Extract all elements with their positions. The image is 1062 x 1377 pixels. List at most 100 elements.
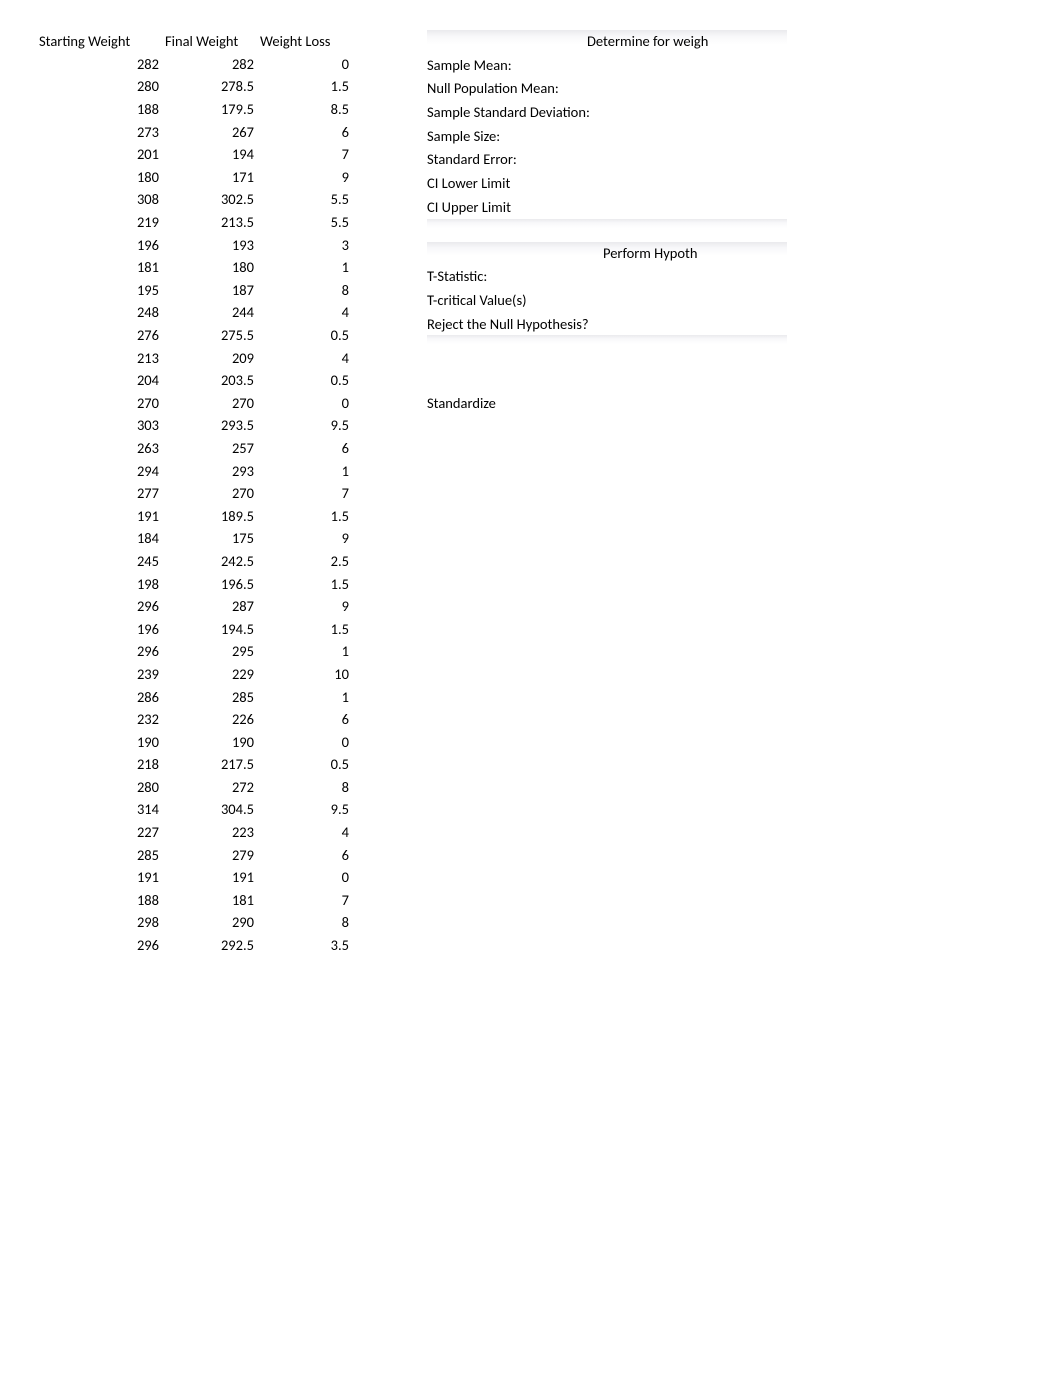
table-cell: 272 xyxy=(165,776,260,799)
stat-label: CI Upper Limit xyxy=(427,196,787,220)
table-cell: 285 xyxy=(39,843,165,866)
table-header-row: Starting Weight Final Weight Weight Loss xyxy=(39,30,355,53)
stat-label: Sample Standard Deviation: xyxy=(427,101,787,125)
table-cell: 270 xyxy=(165,392,260,415)
table-cell: 304.5 xyxy=(165,798,260,821)
table-cell: 7 xyxy=(260,143,355,166)
table-cell: 10 xyxy=(260,663,355,686)
stats-side: Determine for weigh Sample Mean:Null Pop… xyxy=(427,30,787,415)
table-cell: 280 xyxy=(39,776,165,799)
table-cell: 1.5 xyxy=(260,75,355,98)
table-row: 1881817 xyxy=(39,889,355,912)
table-cell: 257 xyxy=(165,437,260,460)
table-cell: 278.5 xyxy=(165,75,260,98)
table-cell: 298 xyxy=(39,911,165,934)
section2-header: Perform Hypoth xyxy=(427,242,787,266)
section1-tail xyxy=(427,219,787,228)
table-row: 2962879 xyxy=(39,595,355,618)
table-row: 1951878 xyxy=(39,279,355,302)
table-cell: 277 xyxy=(39,482,165,505)
table-cell: 263 xyxy=(39,437,165,460)
table-row: 1841759 xyxy=(39,527,355,550)
table-row: 2962951 xyxy=(39,640,355,663)
table-cell: 1.5 xyxy=(260,504,355,527)
table-cell: 226 xyxy=(165,708,260,731)
table-cell: 1 xyxy=(260,640,355,663)
table-cell: 213 xyxy=(39,346,165,369)
table-cell: 191 xyxy=(39,504,165,527)
table-row: 2272234 xyxy=(39,821,355,844)
table-cell: 242.5 xyxy=(165,550,260,573)
columns: Starting Weight Final Weight Weight Loss… xyxy=(39,30,1062,956)
table-cell: 203.5 xyxy=(165,369,260,392)
table-cell: 244 xyxy=(165,301,260,324)
table-row: 218217.50.5 xyxy=(39,753,355,776)
table-cell: 267 xyxy=(165,120,260,143)
table-cell: 296 xyxy=(39,934,165,957)
col-header-final-weight: Final Weight xyxy=(165,30,260,53)
table-cell: 1 xyxy=(260,256,355,279)
table-row: 1911910 xyxy=(39,866,355,889)
table-row: 1811801 xyxy=(39,256,355,279)
table-cell: 245 xyxy=(39,550,165,573)
table-cell: 282 xyxy=(39,53,165,76)
hypothesis-label: T-Statistic: xyxy=(427,265,787,289)
table-cell: 196 xyxy=(39,233,165,256)
table-cell: 227 xyxy=(39,821,165,844)
stat-label: CI Lower Limit xyxy=(427,172,787,196)
table-cell: 4 xyxy=(260,346,355,369)
table-cell: 308 xyxy=(39,188,165,211)
table-cell: 191 xyxy=(165,866,260,889)
table-cell: 270 xyxy=(165,482,260,505)
table-row: 314304.59.5 xyxy=(39,798,355,821)
table-cell: 188 xyxy=(39,98,165,121)
table-cell: 6 xyxy=(260,437,355,460)
table-cell: 219 xyxy=(39,211,165,234)
table-cell: 213.5 xyxy=(165,211,260,234)
table-cell: 229 xyxy=(165,663,260,686)
table-row: 245242.52.5 xyxy=(39,550,355,573)
table-cell: 9.5 xyxy=(260,414,355,437)
table-cell: 296 xyxy=(39,595,165,618)
table-row: 296292.53.5 xyxy=(39,934,355,957)
table-cell: 181 xyxy=(165,889,260,912)
table-cell: 187 xyxy=(165,279,260,302)
table-cell: 171 xyxy=(165,166,260,189)
table-cell: 275.5 xyxy=(165,324,260,347)
table-cell: 217.5 xyxy=(165,753,260,776)
table-row: 196194.51.5 xyxy=(39,617,355,640)
table-row: 276275.50.5 xyxy=(39,324,355,347)
table-row: 1901900 xyxy=(39,730,355,753)
table-row: 219213.55.5 xyxy=(39,211,355,234)
table-cell: 5.5 xyxy=(260,211,355,234)
stat-label: Standard Error: xyxy=(427,148,787,172)
table-cell: 293 xyxy=(165,459,260,482)
table-cell: 188 xyxy=(39,889,165,912)
table-cell: 1.5 xyxy=(260,572,355,595)
table-row: 2702700 xyxy=(39,392,355,415)
col-header-starting-weight: Starting Weight xyxy=(39,30,165,53)
section1-header: Determine for weigh xyxy=(427,30,787,54)
table-cell: 196 xyxy=(39,617,165,640)
table-cell: 9.5 xyxy=(260,798,355,821)
table-cell: 2.5 xyxy=(260,550,355,573)
table-row: 188179.58.5 xyxy=(39,98,355,121)
table-cell: 3 xyxy=(260,233,355,256)
table-cell: 280 xyxy=(39,75,165,98)
table-cell: 286 xyxy=(39,685,165,708)
table-cell: 248 xyxy=(39,301,165,324)
table-cell: 181 xyxy=(39,256,165,279)
stat-label: Null Population Mean: xyxy=(427,77,787,101)
table-cell: 302.5 xyxy=(165,188,260,211)
table-cell: 180 xyxy=(39,166,165,189)
table-cell: 179.5 xyxy=(165,98,260,121)
table-cell: 189.5 xyxy=(165,504,260,527)
table-row: 2852796 xyxy=(39,843,355,866)
table-cell: 175 xyxy=(165,527,260,550)
table-cell: 180 xyxy=(165,256,260,279)
table-cell: 5.5 xyxy=(260,188,355,211)
weight-table: Starting Weight Final Weight Weight Loss… xyxy=(39,30,355,956)
table-cell: 9 xyxy=(260,166,355,189)
table-cell: 201 xyxy=(39,143,165,166)
table-cell: 279 xyxy=(165,843,260,866)
